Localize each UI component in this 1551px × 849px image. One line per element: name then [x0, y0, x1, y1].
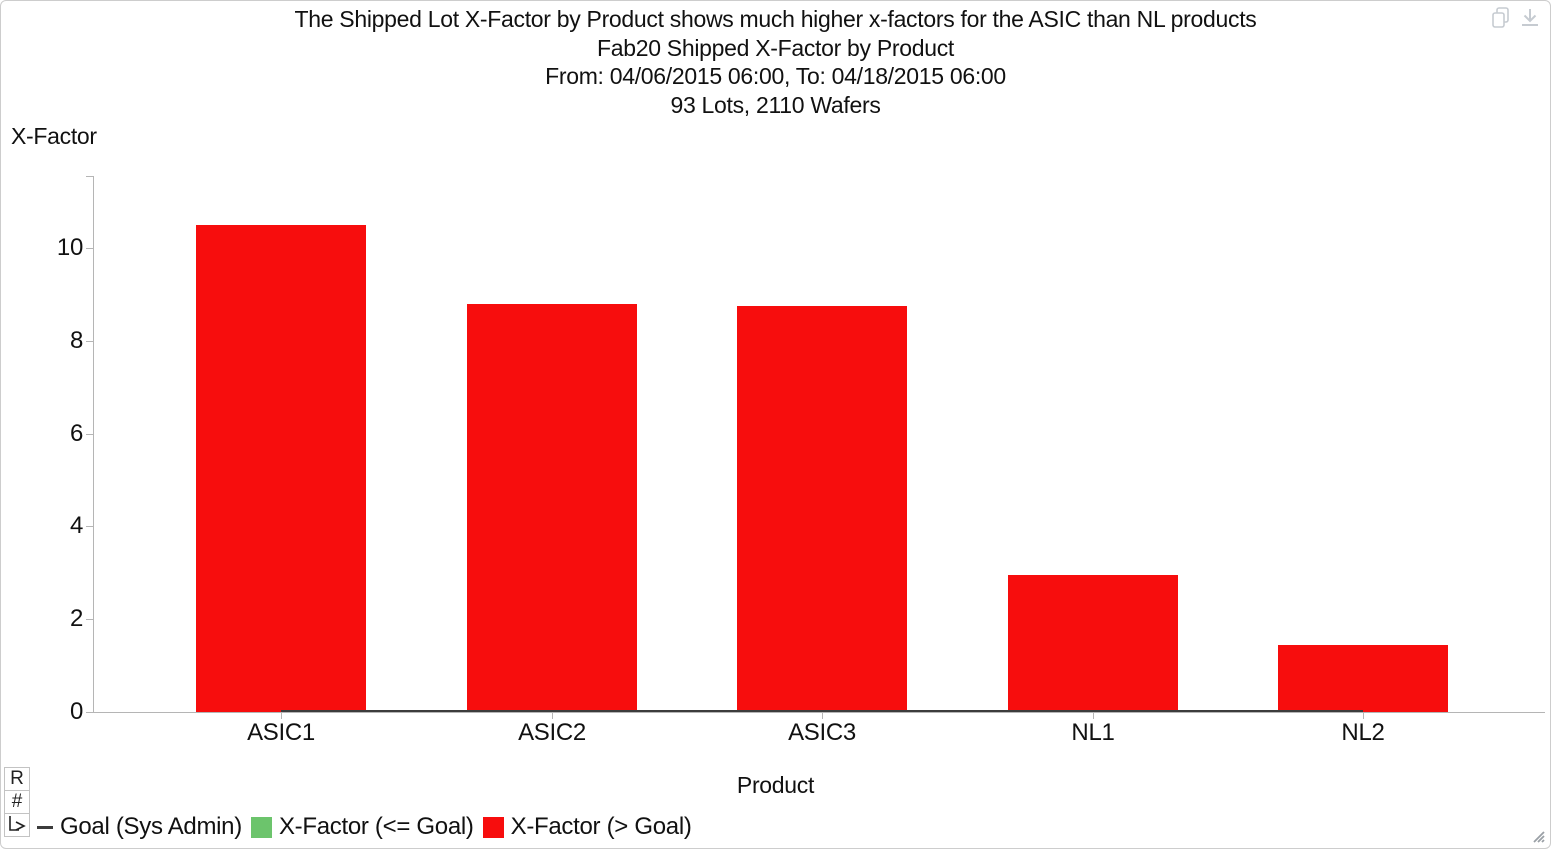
- x-tick-label-nl2: NL2: [1341, 719, 1385, 746]
- y-tick-label-8: 8: [69, 327, 83, 354]
- legend: Goal (Sys Admin) X-Factor (<= Goal) X-Fact…: [37, 813, 701, 841]
- x-axis-title: Product: [736, 772, 815, 798]
- corner-arrow-button[interactable]: [4, 813, 30, 837]
- legend-item-1[interactable]: X-Factor (<= Goal): [250, 813, 474, 841]
- legend-item-0[interactable]: Goal (Sys Admin): [37, 813, 242, 841]
- y-tick-label-6: 6: [69, 420, 83, 447]
- goal-line: [281, 710, 1363, 712]
- chart-title: Fab20 Shipped X-Factor by Product: [596, 34, 955, 61]
- r-button[interactable]: R: [4, 767, 30, 791]
- legend-label: X-Factor (<= Goal): [278, 813, 474, 840]
- y-axis-top-cap: [86, 176, 94, 177]
- x-tick-label-asic1: ASIC1: [247, 719, 315, 746]
- legend-square-marker: [250, 816, 272, 838]
- y-axis-title: X-Factor: [11, 123, 97, 149]
- download-icon[interactable]: [1518, 6, 1542, 30]
- title-block: The Shipped Lot X-Factor by Product show…: [1, 5, 1550, 119]
- date-range: From: 04/06/2015 06:00, To: 04/18/2015 0…: [545, 63, 1006, 89]
- y-tick-label-2: 2: [69, 605, 83, 632]
- toolbar: [1490, 6, 1542, 30]
- x-tick-asic2: [552, 712, 553, 719]
- annotation-title: The Shipped Lot X-Factor by Product show…: [294, 6, 1257, 32]
- x-tick-nl1: [1093, 712, 1094, 719]
- x-tick-label-nl1: NL1: [1071, 719, 1115, 746]
- corner-arrow-icon: [9, 816, 26, 831]
- y-tick-label-4: 4: [69, 512, 83, 539]
- x-tick-label-asic2: ASIC2: [518, 719, 586, 746]
- bar-asic2[interactable]: [467, 304, 637, 712]
- x-tick-label-asic3: ASIC3: [788, 719, 856, 746]
- y-tick-label-10: 10: [56, 234, 83, 261]
- bar-asic1[interactable]: [196, 225, 366, 712]
- legend-label: Goal (Sys Admin): [60, 813, 242, 840]
- y-tick-2: [86, 619, 94, 620]
- copy-icon[interactable]: [1490, 6, 1512, 30]
- legend-item-2[interactable]: X-Factor (> Goal): [482, 813, 692, 841]
- legend-square-marker: [482, 816, 504, 838]
- y-axis-line: [93, 176, 94, 712]
- x-tick-asic1: [281, 712, 282, 719]
- bar-nl2[interactable]: [1278, 645, 1448, 712]
- legend-label: X-Factor (> Goal): [510, 813, 692, 840]
- x-tick-asic3: [822, 712, 823, 719]
- y-tick-label-0: 0: [69, 698, 83, 725]
- side-button-stack: R #: [4, 767, 30, 837]
- x-tick-nl2: [1363, 712, 1364, 719]
- hash-button[interactable]: #: [4, 790, 30, 814]
- y-tick-4: [86, 526, 94, 527]
- r-button-label: R: [10, 768, 24, 789]
- bar-asic3[interactable]: [737, 306, 907, 712]
- y-tick-8: [86, 341, 94, 342]
- legend-line-marker: [37, 825, 53, 829]
- totals-line: 93 Lots, 2110 Wafers: [670, 91, 881, 118]
- bar-nl1[interactable]: [1008, 575, 1178, 712]
- y-tick-10: [86, 248, 94, 249]
- x-axis-line: [93, 712, 1545, 713]
- y-tick-0: [86, 712, 94, 713]
- y-tick-6: [86, 434, 94, 435]
- resize-grip[interactable]: [1528, 826, 1546, 844]
- hash-button-label: #: [11, 791, 23, 812]
